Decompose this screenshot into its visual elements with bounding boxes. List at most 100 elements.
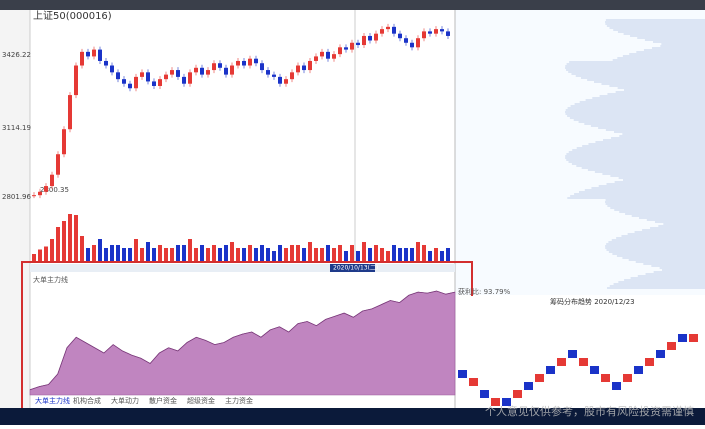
volume-bar bbox=[440, 251, 444, 262]
candle bbox=[92, 49, 96, 57]
volume-bar bbox=[152, 248, 156, 262]
volume-bar bbox=[404, 248, 408, 262]
volume-bar bbox=[86, 248, 90, 262]
volume-bar bbox=[98, 239, 102, 262]
candle bbox=[170, 70, 174, 75]
zigzag-block bbox=[458, 370, 467, 378]
indicator-title: 大单主力线 bbox=[33, 275, 68, 284]
candle bbox=[230, 65, 234, 75]
candle bbox=[200, 67, 204, 75]
volume-bar bbox=[188, 239, 192, 262]
volume-bar bbox=[368, 248, 372, 262]
volume-bar bbox=[44, 246, 48, 262]
volume-bar bbox=[446, 248, 450, 262]
date-bar bbox=[30, 264, 455, 272]
top-bar bbox=[0, 0, 705, 10]
candle bbox=[38, 191, 42, 196]
candle bbox=[398, 33, 402, 39]
candle bbox=[434, 29, 438, 34]
volume-bar bbox=[92, 245, 96, 262]
volume-bar bbox=[224, 245, 228, 262]
tab[interactable]: 超级资金 bbox=[187, 396, 215, 405]
candle bbox=[440, 29, 444, 32]
zigzag-block bbox=[623, 374, 632, 382]
tab[interactable]: 大单动力 bbox=[111, 396, 139, 405]
volume-bar bbox=[344, 251, 348, 262]
volume-bar bbox=[410, 248, 414, 262]
candle bbox=[362, 35, 366, 46]
candle bbox=[284, 79, 288, 84]
candle bbox=[224, 67, 228, 75]
candle bbox=[356, 42, 360, 46]
date-label: 2020/10/13(二) bbox=[333, 265, 378, 272]
zigzag-block bbox=[502, 398, 511, 406]
candle bbox=[374, 33, 378, 41]
volume-bar bbox=[308, 242, 312, 262]
volume-bar bbox=[218, 248, 222, 262]
candle bbox=[74, 65, 78, 96]
indicator-line bbox=[29, 290, 456, 391]
volume-bar bbox=[206, 248, 210, 262]
volume-bar bbox=[182, 245, 186, 262]
volume-bar bbox=[110, 245, 114, 262]
zigzag-block bbox=[601, 374, 610, 382]
candle bbox=[248, 58, 252, 66]
candle bbox=[194, 67, 198, 73]
candle bbox=[446, 31, 450, 36]
candle bbox=[428, 31, 432, 34]
candle bbox=[146, 72, 150, 82]
candle bbox=[32, 195, 36, 197]
zigzag-block bbox=[667, 342, 676, 350]
volume-bar bbox=[170, 248, 174, 262]
volume-bar bbox=[326, 245, 330, 262]
candle bbox=[368, 35, 372, 41]
volume-bar bbox=[128, 248, 132, 262]
candle bbox=[44, 186, 48, 192]
volume-bar bbox=[104, 248, 108, 262]
volume-bar bbox=[428, 251, 432, 262]
tab[interactable]: 主力资金 bbox=[225, 396, 253, 405]
volume-bar bbox=[338, 245, 342, 262]
volume-bar bbox=[398, 248, 402, 262]
candle bbox=[392, 26, 396, 34]
tab[interactable]: 散户资金 bbox=[149, 396, 177, 405]
candle bbox=[422, 31, 426, 39]
tab[interactable]: 大单主力线 bbox=[35, 396, 70, 405]
volume-bar bbox=[134, 239, 138, 262]
candle bbox=[416, 38, 420, 48]
trend-panel bbox=[456, 296, 705, 408]
zigzag-block bbox=[480, 390, 489, 398]
candle bbox=[242, 60, 246, 66]
zigzag-block bbox=[568, 350, 577, 358]
volume-bar bbox=[416, 242, 420, 262]
candle bbox=[314, 56, 318, 61]
volume-bar bbox=[374, 245, 378, 262]
volume-bar bbox=[50, 239, 54, 262]
candle bbox=[344, 47, 348, 50]
volume-bar bbox=[74, 215, 78, 262]
zigzag-block bbox=[579, 358, 588, 366]
volume-bar bbox=[266, 248, 270, 262]
candle bbox=[326, 51, 330, 59]
candle bbox=[302, 65, 306, 71]
volume-bar bbox=[296, 245, 300, 262]
zigzag-block bbox=[634, 366, 643, 374]
candle bbox=[134, 76, 138, 89]
volume-bar bbox=[146, 242, 150, 262]
volume-bar bbox=[62, 221, 66, 262]
volume-bar bbox=[164, 248, 168, 262]
candle bbox=[332, 54, 336, 59]
candle bbox=[350, 42, 354, 50]
profit-label: 获利比: 93.79% bbox=[458, 287, 511, 296]
date-highlight bbox=[330, 264, 375, 272]
candle bbox=[272, 74, 276, 77]
volume-bar bbox=[434, 248, 438, 262]
zigzag-block bbox=[678, 334, 687, 342]
tab[interactable]: 机构合成 bbox=[73, 396, 101, 405]
zigzag-block bbox=[469, 378, 478, 386]
candle bbox=[278, 76, 282, 84]
title: 上证50(000016) bbox=[33, 10, 112, 22]
candle bbox=[182, 76, 186, 84]
zigzag-block bbox=[524, 382, 533, 390]
volume-bar bbox=[116, 245, 120, 262]
